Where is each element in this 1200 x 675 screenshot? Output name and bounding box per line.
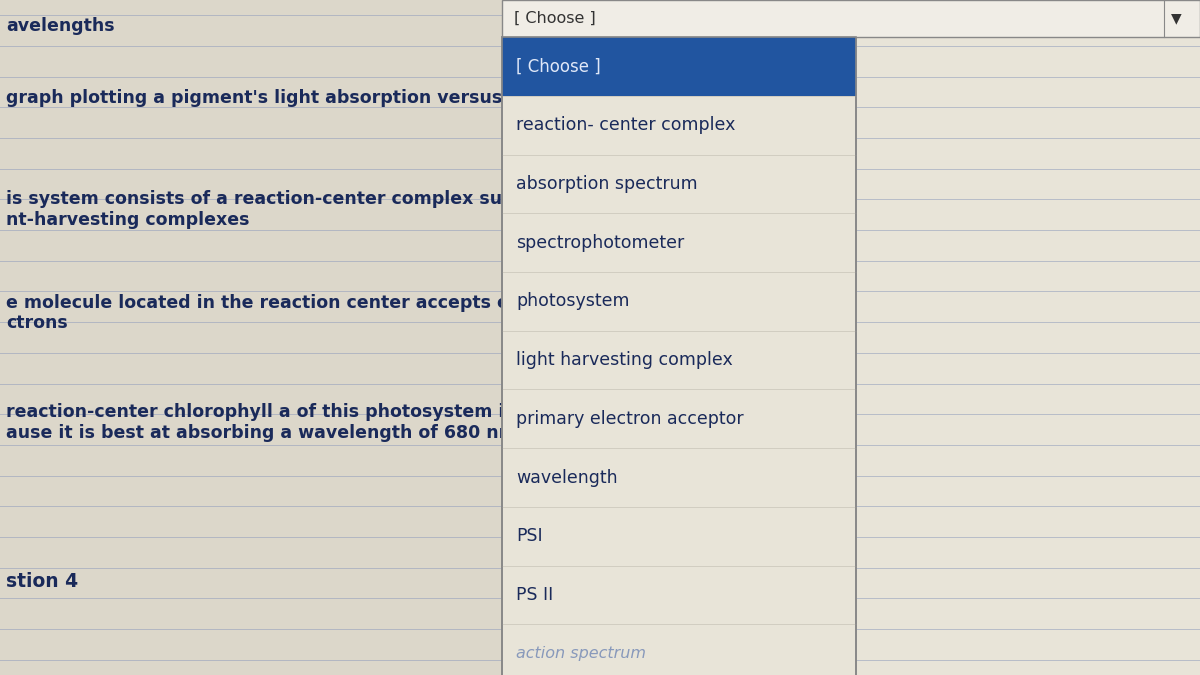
Text: PS II: PS II	[516, 586, 553, 604]
Text: light harvesting complex: light harvesting complex	[516, 351, 733, 369]
Text: absorption spectrum: absorption spectrum	[516, 175, 697, 193]
Text: reaction-center chlorophyll a of this photosystem is called P680
ause it is best: reaction-center chlorophyll a of this ph…	[6, 403, 634, 441]
Text: action spectrum: action spectrum	[516, 646, 646, 662]
Text: graph plotting a pigment's light absorption versus wavelength: graph plotting a pigment's light absorpt…	[6, 89, 623, 107]
FancyBboxPatch shape	[502, 37, 856, 96]
Text: [ Choose ]: [ Choose ]	[514, 11, 595, 26]
Text: PSI: PSI	[516, 527, 542, 545]
Text: photosystem: photosystem	[516, 292, 630, 310]
Text: e molecule located in the reaction center accepts excited
ctrons: e molecule located in the reaction cente…	[6, 294, 569, 332]
Text: reaction- center complex: reaction- center complex	[516, 116, 736, 134]
Text: stion 4: stion 4	[6, 572, 78, 591]
Text: [ Choose ]: [ Choose ]	[516, 57, 601, 76]
Text: is system consists of a reaction-center complex surrounded by
nt-harvesting comp: is system consists of a reaction-center …	[6, 190, 623, 229]
FancyBboxPatch shape	[0, 0, 502, 675]
Text: avelengths: avelengths	[6, 17, 115, 35]
Text: wavelength: wavelength	[516, 468, 618, 487]
FancyBboxPatch shape	[502, 0, 1200, 37]
Text: primary electron acceptor: primary electron acceptor	[516, 410, 744, 428]
Text: ▼: ▼	[1171, 11, 1182, 26]
FancyBboxPatch shape	[502, 37, 856, 675]
Text: spectrophotometer: spectrophotometer	[516, 234, 684, 252]
